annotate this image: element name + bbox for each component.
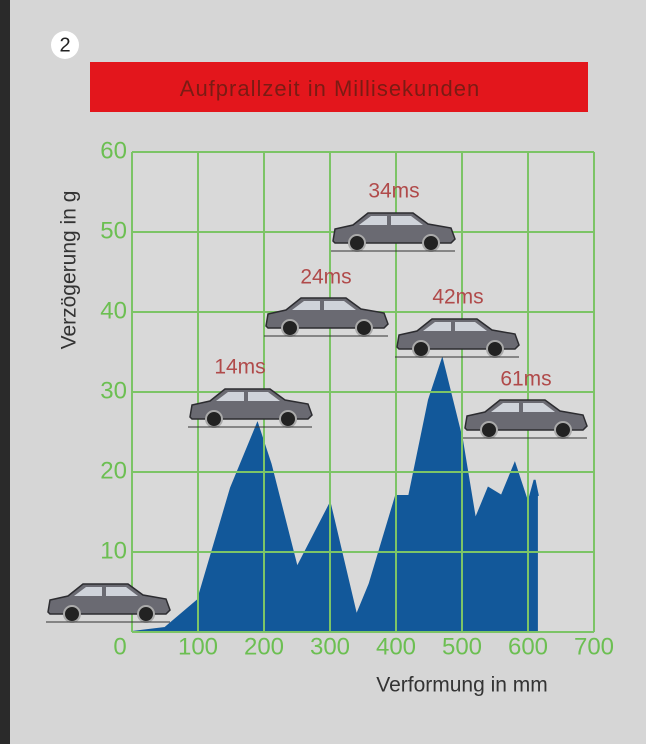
area-fill [132,360,538,632]
chart-title: Aufprallzeit in Millisekunden [180,76,480,101]
annotation: 61ms [500,368,551,391]
car-wheel [205,410,223,428]
car-icon [46,583,171,623]
car-window [216,392,280,401]
car-wheel [422,234,440,252]
car-icon [463,399,588,439]
x-tick-label: 200 [244,633,284,660]
left-edge [0,0,10,744]
annotation: 14ms [214,356,265,379]
car-wheel [412,340,430,358]
y-tick-label: 60 [100,137,127,164]
car-body [396,318,520,350]
x-tick-label: 300 [310,633,350,660]
car-wheel [348,234,366,252]
y-axis-label: Verzögerung in g [58,191,81,350]
car-icon [188,388,313,428]
annotation: 42ms [432,286,483,309]
car-wheel [355,319,373,337]
car-wheel [281,319,299,337]
car-window [292,301,356,310]
x-tick-label: 400 [376,633,416,660]
car-wheel [279,410,297,428]
annotation: 24ms [300,266,351,289]
car-body [189,388,313,420]
car-body [47,583,171,615]
panel-badge [51,31,79,59]
x-tick-label: 600 [508,633,548,660]
title-banner [90,62,588,112]
car-window [74,587,138,596]
y-tick-label: 0 [113,633,126,660]
car-icon [395,318,520,358]
car-body [464,399,588,431]
x-tick-label: 500 [442,633,482,660]
car-body [265,297,389,329]
x-tick-label: 700 [574,633,614,660]
y-tick-label: 40 [100,297,127,324]
annotation: 34ms [368,180,419,203]
car-window [423,322,487,331]
car-icon [264,297,389,337]
area-outline [131,356,539,633]
car-window [491,403,555,412]
y-tick-label: 50 [100,217,127,244]
car-icon [331,212,456,252]
car-window [359,216,423,225]
car-wheel [480,421,498,439]
x-tick-label: 100 [178,633,218,660]
x-axis-label: Verformung in mm [376,674,548,697]
car-wheel [486,340,504,358]
panel-number: 2 [59,34,70,56]
car-wheel [554,421,572,439]
y-tick-label: 20 [100,457,127,484]
car-wheel [63,605,81,623]
y-tick-label: 10 [100,537,127,564]
car-wheel [137,605,155,623]
y-tick-label: 30 [100,377,127,404]
car-body [332,212,456,244]
